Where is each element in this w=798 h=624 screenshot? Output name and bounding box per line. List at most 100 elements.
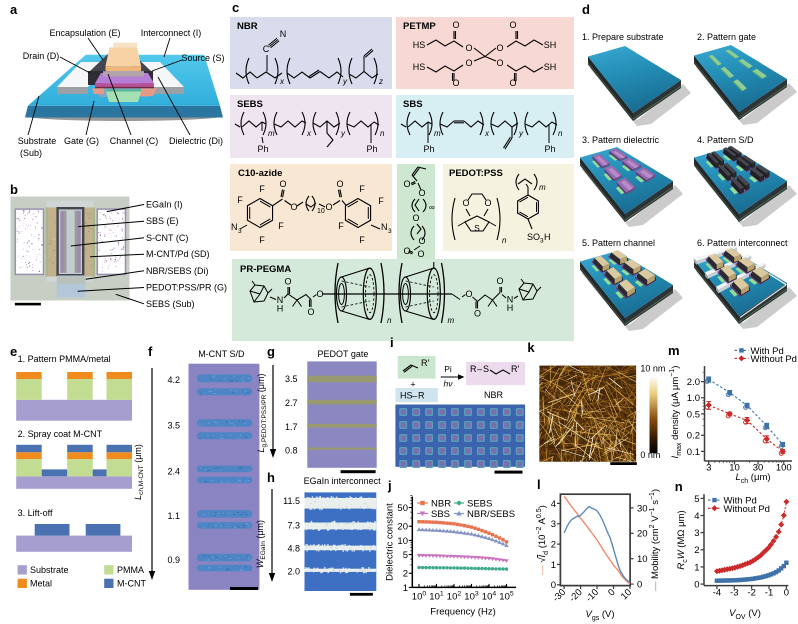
svg-text:F: F [259, 235, 265, 245]
svg-text:i: i [390, 335, 394, 350]
svg-text:VOV (V): VOV (V) [729, 608, 761, 621]
svg-text:1. Prepare substrate: 1. Prepare substrate [582, 32, 664, 42]
svg-text:Dielectric constant: Dielectric constant [385, 503, 396, 581]
svg-text:–: – [477, 364, 482, 374]
svg-text:l: l [537, 477, 541, 492]
svg-text:EGaIn (I): EGaIn (I) [146, 200, 183, 210]
svg-text:y: y [340, 129, 346, 138]
svg-text:NBR: NBR [484, 390, 504, 400]
svg-text:Lg,PEDOT:PSS/PR (μm): Lg,PEDOT:PSS/PR (μm) [256, 374, 268, 453]
svg-text:m: m [434, 129, 441, 138]
svg-text:2. Spray coat M-CNT: 2. Spray coat M-CNT [18, 429, 103, 439]
svg-text:— Mobility (cm2 V−1 s−1): — Mobility (cm2 V−1 s−1) [649, 489, 661, 591]
svg-text:3: 3 [388, 228, 392, 235]
svg-text:10 nm: 10 nm [640, 364, 665, 374]
svg-text:N: N [280, 29, 287, 39]
svg-text:R: R [470, 364, 477, 374]
svg-text:c: c [232, 0, 239, 15]
svg-text:O: O [316, 289, 323, 299]
svg-text:j: j [387, 478, 392, 493]
svg-text:F: F [378, 196, 384, 206]
svg-text:SEBS: SEBS [237, 99, 263, 110]
svg-text:a: a [10, 2, 18, 17]
svg-text:m: m [668, 343, 680, 358]
svg-text:Lch (μm): Lch (μm) [735, 472, 770, 485]
svg-text:WEGaIn (μm): WEGaIn (μm) [255, 520, 267, 568]
svg-text:Gate (G): Gate (G) [64, 136, 99, 146]
svg-text:-3: -3 [730, 588, 738, 599]
svg-text:RcW (MΩ μm): RcW (MΩ μm) [676, 510, 689, 569]
svg-text:SH: SH [544, 40, 557, 50]
svg-text:O: O [412, 213, 419, 223]
svg-text:With Pd: With Pd [724, 496, 757, 507]
svg-text:2: 2 [551, 540, 556, 551]
svg-text:3. Lift-off: 3. Lift-off [18, 508, 53, 518]
svg-text:S-CNT (C): S-CNT (C) [146, 233, 188, 243]
svg-text:x: x [306, 129, 312, 138]
svg-text:F: F [259, 184, 265, 194]
svg-text:101: 101 [429, 591, 444, 603]
svg-text:x: x [279, 77, 285, 86]
svg-text:n: n [558, 129, 563, 138]
svg-text:1: 1 [551, 560, 556, 571]
svg-text:102: 102 [447, 591, 462, 603]
svg-text:Pi: Pi [444, 364, 452, 374]
svg-text:3.5: 3.5 [167, 421, 180, 431]
svg-text:b: b [10, 182, 18, 197]
svg-text:Vgs (V): Vgs (V) [585, 609, 614, 622]
svg-text:NBR: NBR [237, 21, 258, 32]
svg-text:O: O [509, 20, 516, 30]
svg-text:N: N [231, 222, 238, 232]
svg-text:m: m [268, 129, 275, 138]
svg-text:2. Pattern gate: 2. Pattern gate [697, 32, 756, 42]
svg-text:0.1: 0.1 [687, 447, 700, 458]
svg-text:F: F [359, 184, 365, 194]
svg-text:g: g [267, 344, 275, 359]
svg-text:Substrate: Substrate [30, 565, 69, 575]
svg-text:10: 10 [619, 587, 634, 602]
svg-text:O: O [452, 78, 459, 88]
svg-text:-10: -10 [584, 587, 601, 604]
svg-text:NBR/SEBS (Di): NBR/SEBS (Di) [146, 266, 209, 276]
svg-text:30: 30 [753, 463, 764, 474]
svg-text:104: 104 [482, 591, 497, 603]
svg-text:x: x [484, 129, 490, 138]
svg-text:2.0: 2.0 [687, 377, 700, 388]
svg-text:Ph: Ph [257, 144, 268, 154]
svg-text:4.8: 4.8 [287, 544, 300, 554]
svg-text:y: y [342, 77, 348, 86]
svg-text:F: F [338, 221, 344, 231]
svg-text:C10-azide: C10-azide [238, 168, 282, 179]
svg-text:O: O [474, 309, 481, 319]
svg-text:O: O [403, 246, 410, 256]
svg-text:HS: HS [413, 40, 426, 50]
svg-text:S: S [474, 223, 480, 233]
svg-text:h: h [267, 470, 275, 485]
svg-text:-1: -1 [765, 588, 773, 599]
svg-text:30: 30 [637, 503, 648, 514]
svg-text:SBS (E): SBS (E) [146, 216, 179, 226]
svg-text:F: F [359, 235, 365, 245]
svg-text:O: O [325, 202, 332, 212]
svg-text:105: 105 [499, 591, 514, 603]
svg-text:SBS: SBS [431, 509, 450, 520]
svg-text:— √Id (10−2 A0.5): — √Id (10−2 A0.5) [536, 505, 550, 575]
svg-text:d: d [582, 2, 590, 17]
svg-text:F: F [237, 195, 243, 205]
svg-text:2: 2 [403, 569, 408, 580]
svg-text:2.7: 2.7 [285, 398, 298, 408]
svg-text:Ph: Ph [366, 144, 377, 154]
svg-text:0: 0 [606, 587, 618, 599]
svg-text:O: O [465, 43, 472, 53]
svg-text:O: O [307, 307, 314, 317]
svg-text:3: 3 [238, 228, 242, 235]
svg-text:HS: HS [400, 391, 413, 401]
svg-text:(Sub): (Sub) [20, 148, 42, 158]
svg-text:O: O [465, 289, 472, 299]
svg-text:0: 0 [637, 580, 642, 591]
svg-text:H: H [544, 232, 551, 242]
svg-text:-4: -4 [713, 588, 721, 599]
svg-text:-2: -2 [747, 588, 755, 599]
svg-text:z: z [378, 77, 383, 86]
svg-text:1: 1 [694, 562, 699, 573]
